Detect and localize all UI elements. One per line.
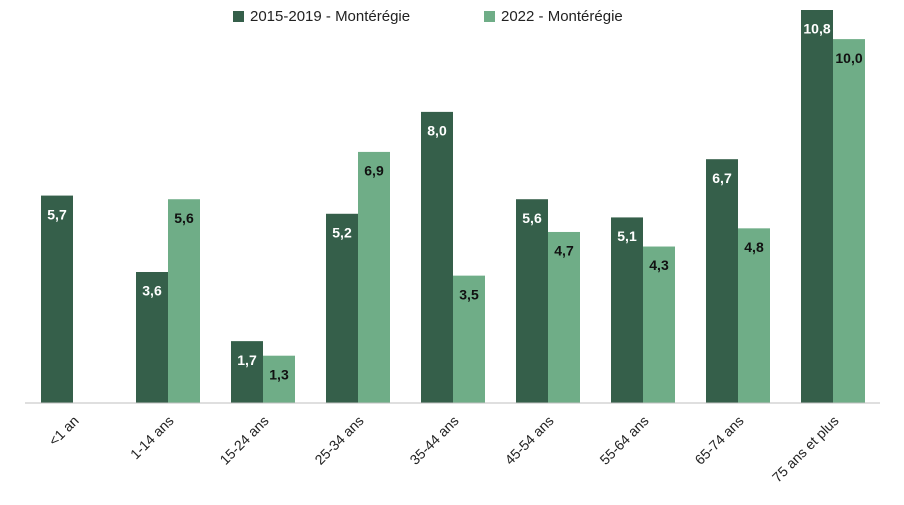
bar bbox=[516, 199, 548, 403]
legend-swatch bbox=[484, 11, 495, 22]
x-tick-label: 45-54 ans bbox=[501, 412, 556, 467]
bar bbox=[706, 159, 738, 403]
data-label: 3,6 bbox=[142, 283, 162, 299]
bar bbox=[421, 111, 453, 403]
bar bbox=[611, 217, 643, 403]
data-label: 5,1 bbox=[617, 228, 637, 244]
bar bbox=[738, 228, 770, 403]
x-tick-label: 65-74 ans bbox=[691, 412, 746, 467]
data-label: 6,9 bbox=[364, 163, 384, 179]
data-label: 10,8 bbox=[803, 21, 830, 37]
bar bbox=[453, 275, 485, 403]
legend-swatch bbox=[233, 11, 244, 22]
data-label: 5,6 bbox=[522, 210, 542, 226]
bar bbox=[136, 272, 168, 403]
legend-label: 2015-2019 - Montérégie bbox=[250, 8, 410, 25]
data-label: 1,3 bbox=[269, 366, 289, 382]
x-tick-label: 15-24 ans bbox=[216, 412, 271, 467]
bar bbox=[263, 355, 295, 403]
bar bbox=[358, 151, 390, 403]
data-label: 6,7 bbox=[712, 170, 732, 186]
bar bbox=[41, 195, 73, 403]
data-label: 5,2 bbox=[332, 224, 352, 240]
bar bbox=[168, 199, 200, 403]
x-tick-label: 1-14 ans bbox=[127, 412, 177, 462]
x-tick-label: 25-34 ans bbox=[311, 412, 366, 467]
x-tick-label: <1 an bbox=[45, 412, 81, 448]
data-label: 4,7 bbox=[554, 243, 574, 259]
data-label: 4,3 bbox=[649, 257, 669, 273]
x-tick-label: 55-64 ans bbox=[596, 412, 651, 467]
data-label: 1,7 bbox=[237, 352, 257, 368]
bar bbox=[833, 39, 865, 403]
x-tick-label: 35-44 ans bbox=[406, 412, 461, 467]
data-label: 5,6 bbox=[174, 210, 194, 226]
legend-label: 2022 - Montérégie bbox=[501, 8, 623, 25]
data-label: 3,5 bbox=[459, 286, 479, 302]
bar bbox=[801, 10, 833, 403]
data-label: 8,0 bbox=[427, 123, 447, 139]
data-label: 5,7 bbox=[47, 206, 67, 222]
bar bbox=[548, 231, 580, 403]
x-tick-label: 75 ans et plus bbox=[769, 412, 842, 485]
bar bbox=[326, 213, 358, 403]
data-label: 10,0 bbox=[835, 50, 862, 66]
bar bbox=[231, 341, 263, 403]
data-label: 4,8 bbox=[744, 239, 764, 255]
bar bbox=[643, 246, 675, 403]
